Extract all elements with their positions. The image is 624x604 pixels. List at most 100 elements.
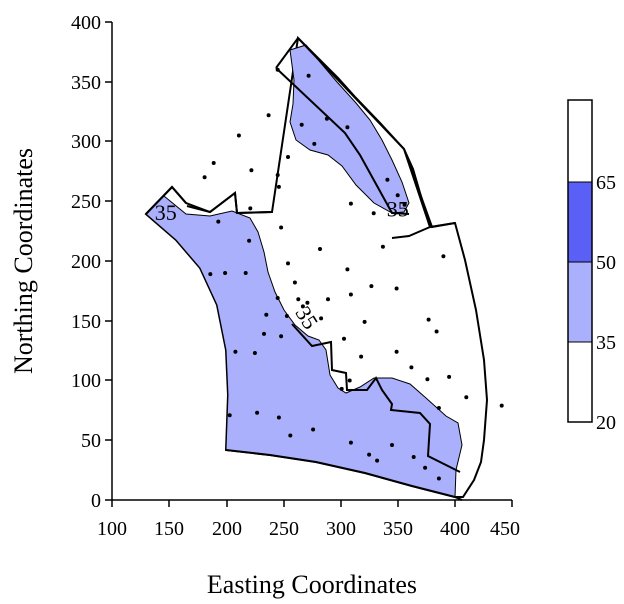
y-tick-label: 150 [71, 311, 101, 333]
block-boundary-lines [145, 36, 463, 501]
colorbar-band-35-50 [567, 261, 593, 343]
y-tick-label: 300 [71, 131, 101, 153]
sample-point [247, 238, 252, 243]
sample-point [367, 452, 372, 457]
colorbar-frame [567, 99, 593, 423]
x-tick-label: 100 [97, 518, 127, 540]
sample-point [300, 304, 305, 309]
x-tick-label: 350 [383, 518, 413, 540]
sample-point [348, 440, 353, 445]
colorbar-label-35: 35 [596, 332, 616, 354]
sample-point [369, 284, 374, 289]
colorbar-band-50-65 [567, 181, 593, 263]
sample-point [362, 319, 367, 324]
sample-point [394, 286, 399, 291]
sample-point [276, 184, 281, 189]
y-axis-title: Northing Coordinates [9, 148, 38, 374]
sample-point [286, 155, 290, 159]
sample-point [284, 314, 289, 318]
sample-point [345, 267, 350, 272]
colorbar-legend: 65 50 35 20 [567, 99, 616, 434]
sample-point [425, 377, 430, 382]
sample-point [248, 206, 253, 211]
contour-field [144, 35, 504, 501]
sample-point [426, 317, 431, 322]
y-tick-label: 100 [71, 370, 101, 392]
x-tick-label: 250 [269, 518, 299, 540]
sample-point [211, 161, 216, 165]
sample-point [434, 329, 439, 334]
sample-point [385, 177, 390, 182]
y-tick-label: 350 [71, 72, 101, 94]
sample-point [208, 272, 213, 277]
sample-point [339, 386, 344, 391]
sample-point [311, 427, 316, 432]
sample-point [252, 351, 257, 355]
sample-point [499, 403, 504, 408]
sample-point [447, 374, 452, 379]
sample-point [306, 73, 311, 78]
sample-points [202, 67, 504, 481]
y-tick-label: 200 [71, 251, 101, 273]
colorbar-band-20-35 [567, 341, 593, 423]
x-ticks: 100 150 200 250 300 350 400 450 [97, 500, 520, 540]
sample-point [275, 173, 280, 177]
sample-point [279, 225, 284, 230]
sample-point [223, 271, 228, 275]
sample-point [299, 122, 304, 127]
x-tick-label: 300 [326, 518, 356, 540]
sample-point [275, 67, 280, 72]
sample-point [319, 316, 324, 321]
sample-point [348, 201, 353, 206]
sample-point [266, 113, 271, 118]
sample-point [202, 175, 207, 180]
sample-point [236, 133, 241, 138]
sample-point [371, 211, 376, 216]
y-tick-label: 400 [71, 12, 101, 34]
x-tick-label: 150 [154, 518, 184, 540]
sample-point [411, 455, 416, 459]
sample-point [279, 334, 284, 339]
x-tick-label: 200 [212, 518, 242, 540]
sample-point [409, 365, 414, 370]
sample-point [348, 292, 353, 297]
sample-point [326, 297, 330, 302]
sample-point [243, 271, 248, 275]
sample-point [347, 378, 352, 383]
y-ticks: 0 50 100 150 200 250 300 350 400 [71, 12, 112, 512]
sample-point [342, 336, 346, 341]
sample-point [288, 433, 293, 438]
sample-point [264, 312, 269, 317]
sample-point [249, 168, 254, 173]
sample-point [375, 458, 380, 463]
sample-point [390, 443, 394, 447]
sample-point [292, 280, 297, 285]
x-axis-title: Easting Coordinates [207, 570, 417, 599]
sample-point [394, 349, 399, 354]
sample-point [395, 193, 400, 198]
colorbar-label-50: 50 [596, 252, 616, 274]
sample-point [275, 296, 280, 300]
sample-point [255, 410, 260, 415]
sample-point [441, 254, 446, 259]
sample-point [402, 202, 407, 207]
sample-point [436, 406, 441, 410]
sample-point [305, 300, 310, 305]
sample-point [233, 349, 238, 354]
colorbar-label-65: 65 [596, 172, 616, 194]
sample-point [345, 125, 350, 130]
y-tick-label: 0 [91, 490, 101, 512]
y-tick-label: 50 [81, 430, 101, 452]
sample-point [423, 465, 428, 470]
sample-point [312, 141, 317, 146]
x-tick-label: 450 [490, 518, 520, 540]
sample-point [262, 331, 266, 336]
sample-point [276, 415, 281, 420]
colorbar-label-20: 20 [596, 412, 616, 434]
contour-label-2: 35 [387, 196, 409, 221]
contour-label-1: 35 [155, 200, 177, 225]
sample-point [380, 244, 385, 249]
sample-point [359, 354, 364, 359]
colorbar-band-65-80 [567, 99, 593, 183]
